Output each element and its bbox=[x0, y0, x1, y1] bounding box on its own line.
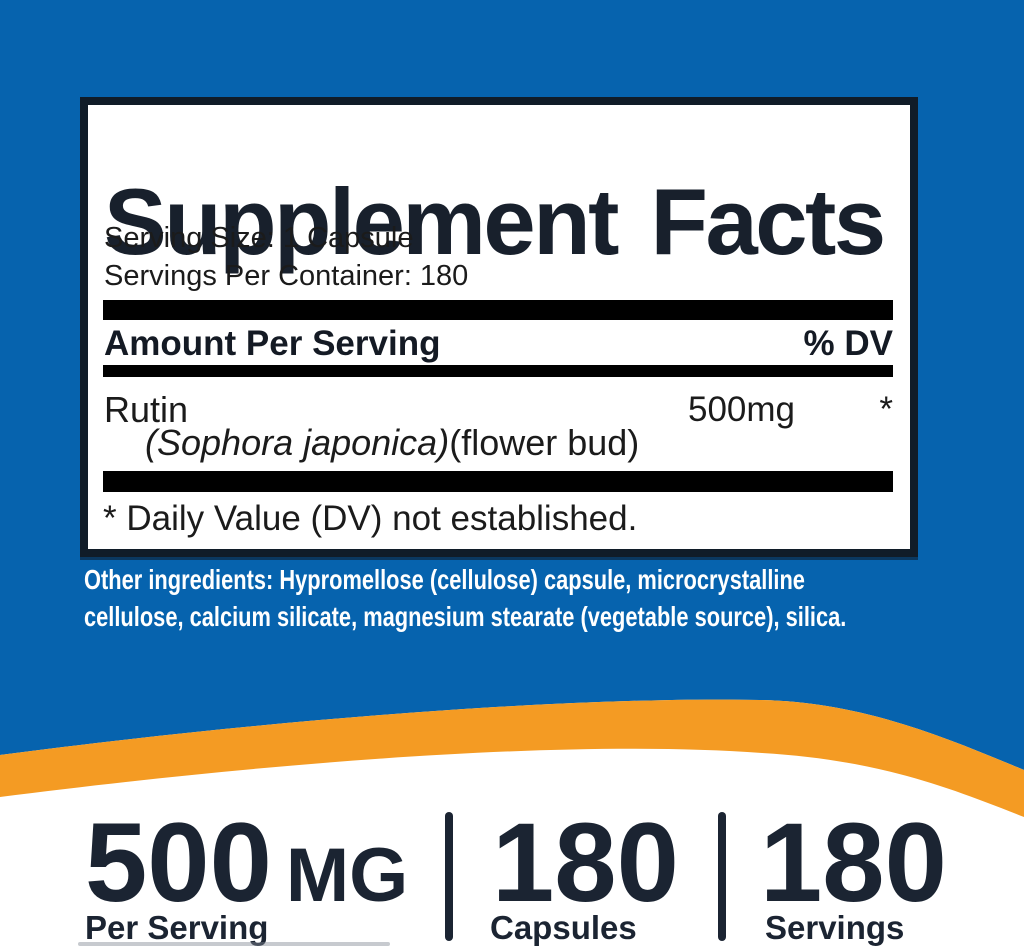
orange-band-shape bbox=[0, 699, 1024, 817]
cropped-element-edge bbox=[78, 942, 390, 946]
percent-dv-header: % DV bbox=[803, 324, 893, 363]
other-ingredients-line-1: Other ingredients: Hypromellose (cellulo… bbox=[84, 564, 805, 595]
other-ingredients-line-2: cellulose, calcium silicate, magnesium s… bbox=[84, 601, 847, 632]
daily-value-footnote: * Daily Value (DV) not established. bbox=[103, 499, 638, 538]
panel-title: Supplement Facts bbox=[104, 168, 886, 274]
stat-servings-label: Servings bbox=[765, 909, 905, 946]
ingredient-name: Rutin bbox=[104, 389, 189, 430]
stat-capsules: 180 bbox=[492, 807, 679, 919]
blue-curve-shape bbox=[0, 650, 1024, 770]
ingredient-source-part: (flower bud) bbox=[449, 422, 640, 463]
stat-per-serving-label: Per Serving bbox=[85, 909, 269, 946]
stat-servings-value: 180 bbox=[760, 800, 947, 925]
stat-servings: 180 bbox=[760, 807, 947, 919]
stat-capsules-label: Capsules bbox=[490, 909, 637, 946]
stat-per-serving: 500 MG bbox=[85, 807, 408, 919]
ingredient-dv-asterisk: * bbox=[879, 390, 893, 429]
stat-per-serving-value: 500 bbox=[85, 800, 272, 925]
stat-capsules-value: 180 bbox=[492, 800, 679, 925]
ingredient-source-latin: (Sophora japonica) bbox=[145, 422, 450, 463]
serving-size-line: Serving Size: 1 Capsule bbox=[104, 222, 414, 254]
stat-divider-2 bbox=[718, 812, 726, 941]
medium-rule bbox=[103, 365, 893, 377]
stat-per-serving-unit: MG bbox=[285, 833, 409, 918]
stat-divider-1 bbox=[445, 812, 453, 941]
amount-per-serving-header: Amount Per Serving bbox=[104, 324, 441, 363]
orange-swoosh-graphic bbox=[0, 650, 1024, 817]
servings-per-container-line: Servings Per Container: 180 bbox=[104, 259, 469, 292]
thick-rule-bottom bbox=[103, 471, 893, 492]
ingredient-amount: 500mg bbox=[688, 390, 796, 429]
ingredient-source: (Sophora japonica)(flower bud) bbox=[145, 425, 639, 461]
thick-rule-top bbox=[103, 300, 893, 320]
other-ingredients: Other ingredients: Hypromellose (cellulo… bbox=[84, 561, 883, 635]
serving-info: Serving Size: 1 Capsule Servings Per Con… bbox=[104, 220, 884, 295]
supplement-facts-panel: Supplement Facts Serving Size: 1 Capsule… bbox=[80, 97, 918, 557]
